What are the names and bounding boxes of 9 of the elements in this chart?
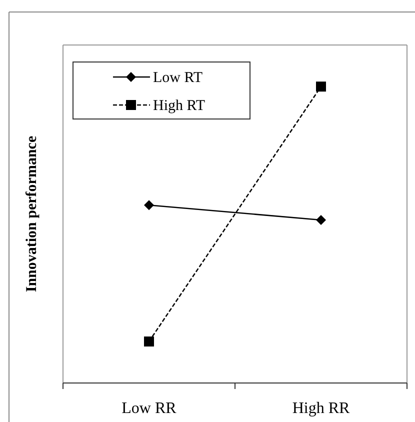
point (144, 200, 154, 210)
legend-label: High RT (153, 98, 206, 114)
x-tick-label: High RR (292, 400, 350, 417)
point (316, 214, 326, 225)
point (144, 336, 154, 346)
point (316, 82, 326, 92)
x-tick-label: Low RR (122, 400, 177, 417)
legend-label: Low RT (153, 70, 203, 86)
y-axis-title: Innovation performance (24, 136, 40, 292)
